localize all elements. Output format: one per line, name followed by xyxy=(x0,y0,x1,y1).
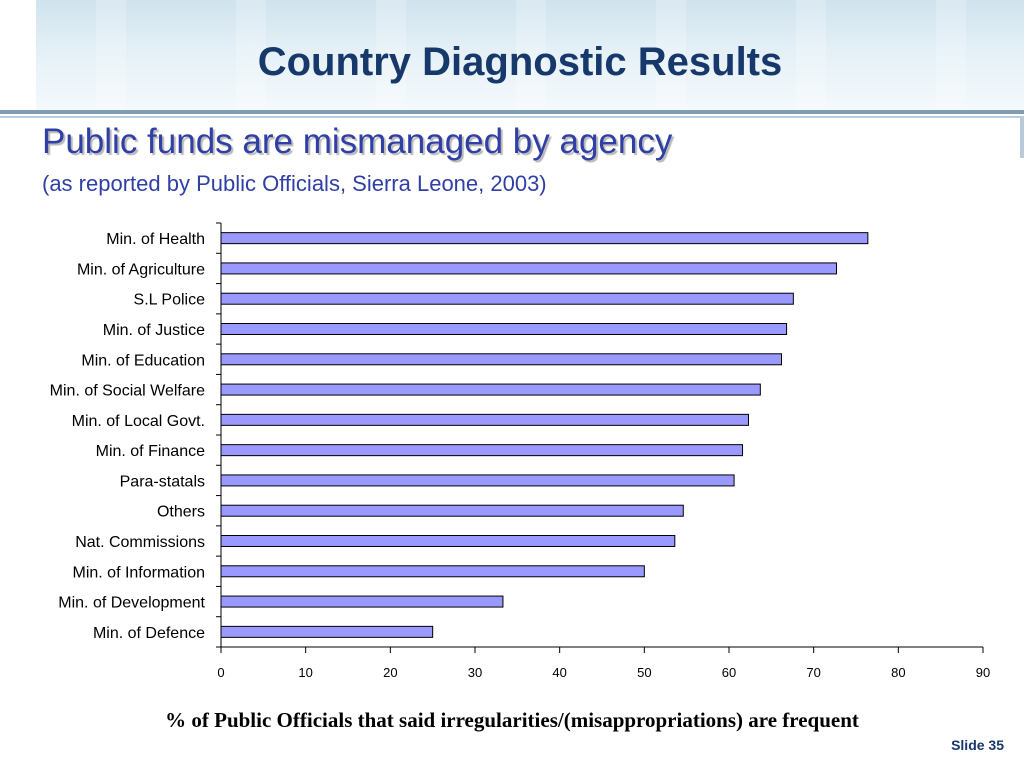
x-tick-label: 70 xyxy=(806,665,820,680)
bar xyxy=(220,232,869,245)
category-label: Min. of Defence xyxy=(93,625,205,642)
x-tick-label: 60 xyxy=(722,665,736,680)
x-tick-label: 30 xyxy=(468,665,482,680)
bar xyxy=(220,413,749,426)
category-label: Min. of Health xyxy=(106,231,205,248)
bar xyxy=(220,504,684,517)
category-label: Others xyxy=(157,504,205,521)
bar xyxy=(220,383,761,396)
category-label: Min. of Local Govt. xyxy=(72,413,205,430)
x-tick-label: 50 xyxy=(637,665,651,680)
category-label: Min. of Education xyxy=(81,352,205,369)
x-tick-label: 80 xyxy=(891,665,905,680)
bar xyxy=(220,565,645,578)
x-tick-label: 0 xyxy=(217,665,224,680)
category-label: Min. of Social Welfare xyxy=(50,383,205,400)
bar xyxy=(220,444,744,457)
slide-subtitle-note: (as reported by Public Officials, Sierra… xyxy=(42,171,547,196)
bar xyxy=(220,292,794,305)
slide-subtitle: Public funds are mismanaged by agency xyxy=(42,122,673,161)
bar xyxy=(220,625,434,638)
bar xyxy=(220,595,504,608)
bar xyxy=(220,474,735,487)
category-label: Min. of Justice xyxy=(103,322,205,339)
x-tick-label: 90 xyxy=(976,665,990,680)
category-label: S.L Police xyxy=(134,292,206,309)
header-divider-thin xyxy=(0,116,1024,118)
x-tick-label: 40 xyxy=(552,665,566,680)
bar xyxy=(220,323,788,335)
header-band xyxy=(36,0,1024,110)
category-label: Min. of Development xyxy=(58,595,205,612)
x-axis-label: % of Public Officials that said irregula… xyxy=(165,708,859,732)
category-label: Min. of Agriculture xyxy=(77,261,205,278)
category-label: Nat. Commissions xyxy=(75,534,205,551)
bar xyxy=(220,262,838,275)
bar xyxy=(220,353,782,366)
header-divider xyxy=(0,110,1024,114)
x-tick-label: 20 xyxy=(383,665,397,680)
category-label: Para-statals xyxy=(120,473,205,490)
slide-number: Slide 35 xyxy=(951,737,1004,753)
decorative-stripe xyxy=(1020,118,1024,158)
category-label: Min. of Information xyxy=(73,564,206,581)
slide-title: Country Diagnostic Results xyxy=(257,40,783,84)
bar xyxy=(220,535,676,547)
category-label: Min. of Finance xyxy=(96,443,205,460)
x-tick-label: 10 xyxy=(298,665,312,680)
